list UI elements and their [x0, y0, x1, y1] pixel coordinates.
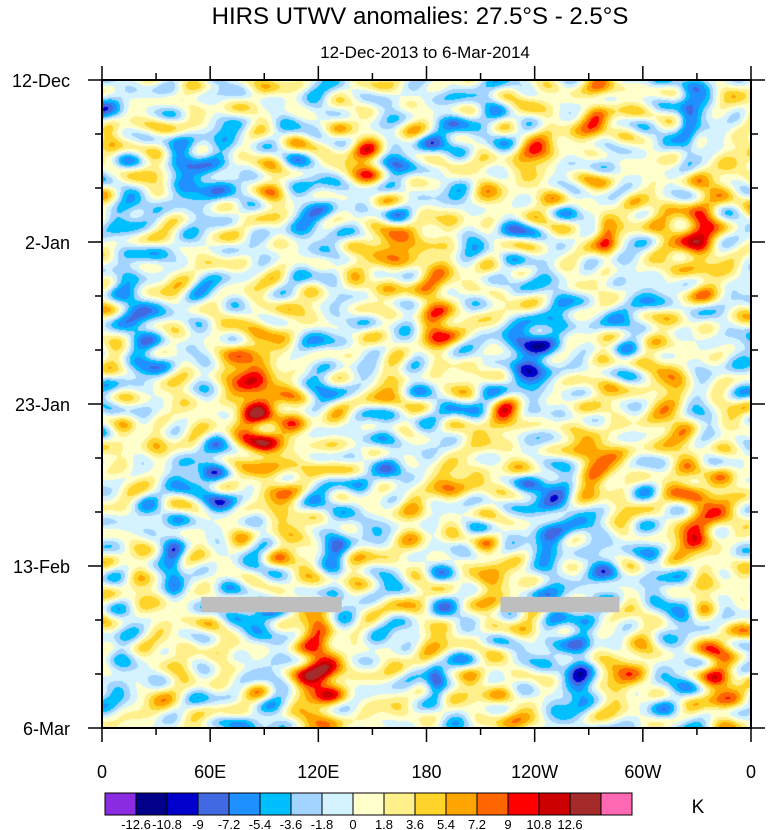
colorbar-label: -1.8 — [311, 817, 333, 830]
colorbar-label: 10.8 — [526, 817, 551, 830]
colorbar-swatch — [445, 792, 478, 816]
colorbar-label: 12.6 — [557, 817, 582, 830]
colorbar-label: 7.2 — [468, 817, 486, 830]
y-axis-labels: 12-Dec 2-Jan 23-Jan 13-Feb 6-Mar — [12, 71, 70, 739]
colorbar-swatch — [352, 792, 385, 816]
x-tick-label: 120E — [297, 762, 339, 782]
colorbar-swatch — [197, 792, 230, 816]
y-tick-label: 6-Mar — [23, 719, 70, 739]
colorbar-label: 3.6 — [406, 817, 424, 830]
chart-subtitle: 12-Dec-2013 to 6-Mar-2014 — [320, 43, 530, 62]
colorbar-units: K — [692, 797, 705, 818]
colorbar-label: 5.4 — [437, 817, 455, 830]
colorbar-label: -5.4 — [249, 817, 271, 830]
y-tick-label: 13-Feb — [13, 557, 70, 577]
y-tick-label: 23-Jan — [15, 395, 70, 415]
colorbar-swatch — [476, 792, 509, 816]
colorbar-swatch — [290, 792, 323, 816]
plot-area — [102, 80, 751, 728]
colorbar-swatch — [321, 792, 354, 816]
colorbar-swatch — [104, 792, 137, 816]
axis-ticks — [88, 66, 765, 742]
colorbar-swatch — [259, 792, 292, 816]
colorbar-label: -7.2 — [218, 817, 240, 830]
x-tick-label: 120W — [511, 762, 558, 782]
colorbar-label: -3.6 — [280, 817, 302, 830]
colorbar-swatch — [600, 792, 633, 816]
x-tick-label: 180 — [411, 762, 441, 782]
x-tick-label: 60W — [624, 762, 661, 782]
missing-data-layer — [201, 596, 620, 613]
colorbar-swatch — [414, 792, 447, 816]
y-tick-label: 12-Dec — [12, 71, 70, 91]
x-tick-label: 60E — [194, 762, 226, 782]
x-axis-labels: 0 60E 120E 180 120W 60W 0 — [97, 762, 756, 782]
colorbar-label: -9 — [192, 817, 204, 830]
chart-title: HIRS UTWV anomalies: 27.5°S - 2.5°S — [212, 3, 629, 30]
colorbar-label: 1.8 — [375, 817, 393, 830]
colorbar-swatch — [383, 792, 416, 816]
missing-data-bar-1 — [201, 596, 342, 613]
x-tick-label: 0 — [97, 762, 107, 782]
colorbar-swatch — [135, 792, 168, 816]
colorbar-swatch — [507, 792, 540, 816]
colorbar-label: 9 — [504, 817, 511, 830]
colorbar: -12.6 -10.8 -9 -7.2 -5.4 -3.6 -1.8 0 1.8 3.6 5.4 7.… — [104, 792, 633, 830]
colorbar-swatch — [569, 792, 602, 816]
colorbar-label: -10.8 — [152, 817, 182, 830]
missing-data-bar-2 — [500, 596, 620, 613]
x-tick-label: 0 — [746, 762, 756, 782]
colorbar-swatch — [228, 792, 261, 816]
colorbar-swatch — [166, 792, 199, 816]
colorbar-label: -12.6 — [121, 817, 151, 830]
colorbar-swatch — [538, 792, 571, 816]
colorbar-label: 0 — [349, 817, 356, 830]
anomaly-field — [102, 80, 751, 728]
y-tick-label: 2-Jan — [25, 233, 70, 253]
